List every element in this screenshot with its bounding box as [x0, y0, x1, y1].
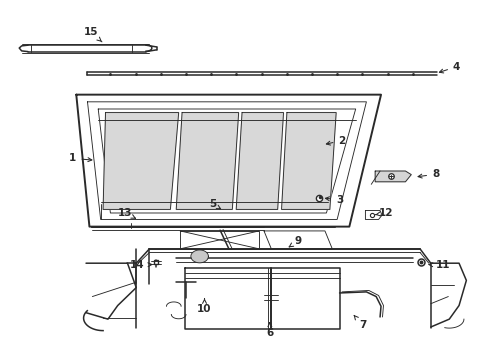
Text: 1: 1: [69, 153, 92, 163]
Polygon shape: [281, 113, 335, 210]
Text: 9: 9: [288, 236, 301, 247]
Text: 12: 12: [375, 208, 392, 218]
Text: 11: 11: [428, 260, 450, 270]
Text: 2: 2: [325, 136, 345, 145]
Text: 6: 6: [265, 323, 273, 338]
Text: 4: 4: [439, 62, 459, 73]
Polygon shape: [264, 231, 331, 249]
Polygon shape: [191, 251, 207, 262]
Polygon shape: [374, 171, 410, 182]
Text: 8: 8: [417, 169, 438, 179]
Polygon shape: [365, 211, 381, 220]
Text: 14: 14: [130, 260, 151, 270]
Polygon shape: [180, 231, 259, 249]
Polygon shape: [103, 113, 178, 210]
Polygon shape: [176, 113, 238, 210]
Text: 7: 7: [353, 315, 366, 330]
Polygon shape: [76, 95, 380, 226]
Polygon shape: [236, 113, 283, 210]
Text: 5: 5: [209, 199, 220, 210]
Polygon shape: [184, 268, 339, 329]
Text: 10: 10: [197, 298, 211, 314]
Text: 15: 15: [83, 27, 102, 42]
Text: 3: 3: [325, 195, 343, 205]
Text: 13: 13: [118, 208, 135, 218]
